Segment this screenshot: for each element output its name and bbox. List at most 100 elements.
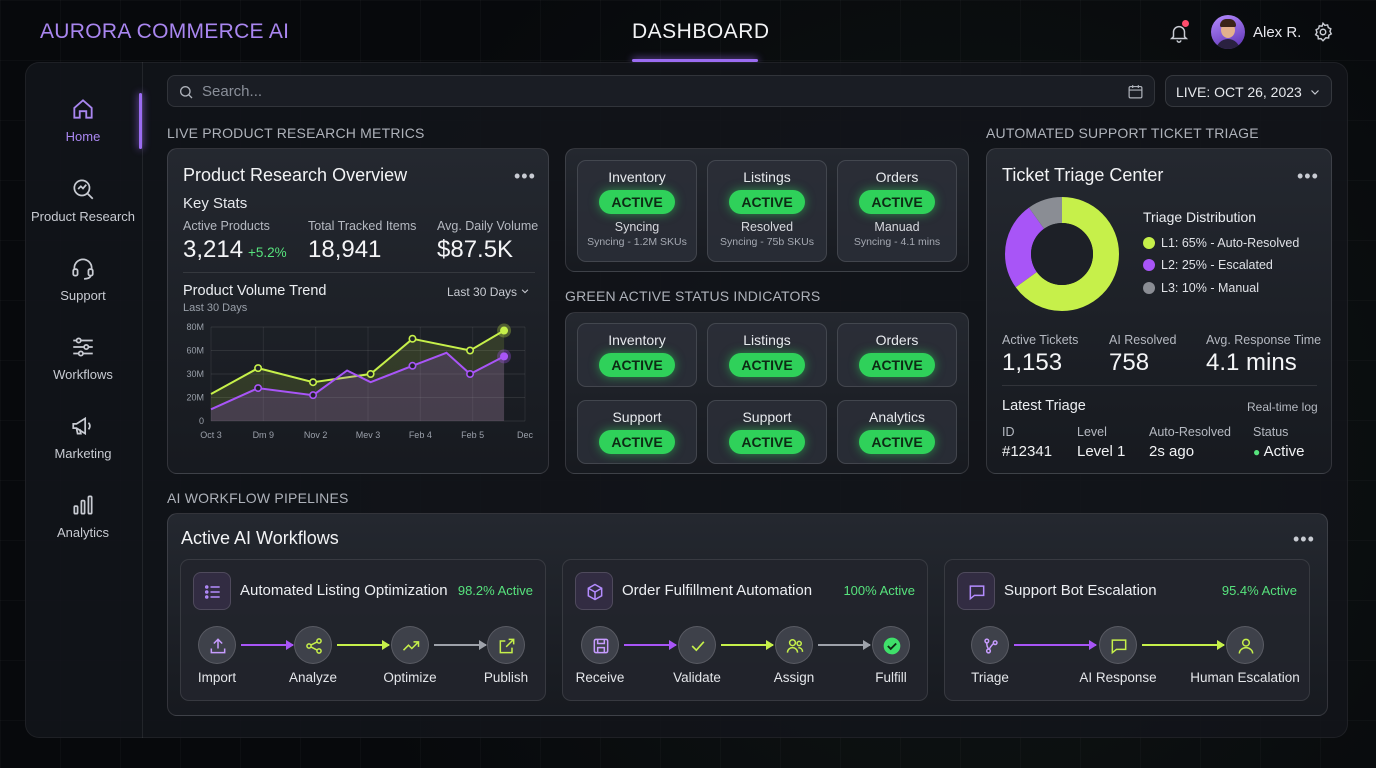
- total-tracked-value: 18,941: [308, 236, 382, 263]
- key-stats-heading: Key Stats: [183, 195, 248, 212]
- step-label: Analyze: [288, 670, 338, 685]
- more-options-icon[interactable]: •••: [1293, 529, 1315, 549]
- y-tick-label: 0: [199, 416, 204, 426]
- status-tile-analytics[interactable]: Analytics ACTIVE: [837, 400, 957, 464]
- workflow-listing-optimization[interactable]: Automated Listing Optimization 98.2% Act…: [180, 559, 546, 701]
- search-input[interactable]: [202, 76, 1102, 106]
- active-products-value: 3,214: [183, 236, 244, 263]
- data-point: [309, 391, 318, 400]
- status-tile-listings[interactable]: Listings ACTIVE: [707, 323, 827, 387]
- status-tile-inventory[interactable]: Inventory ACTIVE: [577, 323, 697, 387]
- save-icon[interactable]: [581, 626, 619, 664]
- y-tick-label: 30M: [186, 369, 204, 379]
- ai-resolved-label: AI Resolved: [1109, 333, 1177, 347]
- bell-icon[interactable]: [1168, 22, 1190, 44]
- range-select[interactable]: Last 30 Days: [447, 285, 530, 299]
- legend-label: L2: 25% - Escalated: [1161, 258, 1273, 272]
- flow-arrow: [1142, 640, 1225, 650]
- top-bar: AURORA COMMERCE AI DASHBOARD Alex R.: [0, 0, 1376, 62]
- sidebar-item-analytics[interactable]: Analytics: [25, 492, 141, 562]
- y-tick-label: 80M: [186, 322, 204, 332]
- sidebar-item-label: Product Research: [30, 209, 136, 224]
- sliders-icon: [73, 337, 93, 357]
- branch-icon[interactable]: [971, 626, 1009, 664]
- avg-response-value: 4.1 mins: [1206, 349, 1297, 376]
- series-line: [210, 351, 505, 411]
- home-icon: [73, 99, 93, 119]
- status-tile-listings[interactable]: Listings ACTIVE Resolved Syncing - 75b S…: [707, 160, 827, 262]
- sidebar-item-marketing[interactable]: Marketing: [25, 413, 141, 483]
- chat-bubble-icon: [957, 572, 995, 610]
- sidebar-item-support[interactable]: Support: [25, 255, 141, 325]
- section-label-support: AUTOMATED SUPPORT TICKET TRIAGE: [986, 125, 1259, 141]
- product-research-card: Product Research Overview ••• Key Stats …: [167, 148, 549, 474]
- tile-detail: Syncing - 4.1 mins: [853, 236, 941, 248]
- workflow-status: 100% Active: [843, 583, 915, 598]
- active-tickets-label: Active Tickets: [1002, 333, 1079, 347]
- card-title: Active AI Workflows: [181, 528, 339, 548]
- sidebar-item-workflows[interactable]: Workflows: [25, 334, 141, 404]
- check-icon[interactable]: [678, 626, 716, 664]
- date-filter-value: LIVE: OCT 26, 2023: [1176, 84, 1302, 100]
- nav-dashboard-tab[interactable]: DASHBOARD: [632, 20, 770, 43]
- triage-distribution-title: Triage Distribution: [1143, 209, 1257, 225]
- flow-arrow: [241, 640, 294, 650]
- data-point: [466, 346, 475, 355]
- status-tile-support[interactable]: Support ACTIVE: [707, 400, 827, 464]
- ticket-id: #12341: [1002, 443, 1053, 460]
- workflow-title: Order Fulfillment Automation: [622, 582, 813, 599]
- user-name[interactable]: Alex R.: [1253, 24, 1302, 41]
- y-tick-label: 20M: [186, 393, 204, 403]
- step-label: Triage: [971, 670, 1009, 685]
- more-options-icon[interactable]: •••: [1297, 166, 1319, 186]
- upload-icon[interactable]: [198, 626, 236, 664]
- chevron-down-icon: [522, 289, 529, 294]
- external-link-icon[interactable]: [487, 626, 525, 664]
- avatar[interactable]: [1211, 15, 1245, 49]
- workflow-title: Automated Listing Optimization: [240, 582, 448, 599]
- sidebar-item-product-research[interactable]: Product Research: [25, 176, 141, 246]
- status-tile-support[interactable]: Support ACTIVE: [577, 400, 697, 464]
- brand-logo[interactable]: AURORA COMMERCE AI: [40, 20, 290, 43]
- trending-up-icon[interactable]: [391, 626, 429, 664]
- step-label: Human Escalation: [1190, 670, 1300, 685]
- share-nodes-icon[interactable]: [294, 626, 332, 664]
- gear-icon[interactable]: [1312, 21, 1334, 43]
- more-options-icon[interactable]: •••: [514, 166, 536, 186]
- step-label: Fulfill: [875, 670, 907, 685]
- users-icon[interactable]: [775, 626, 813, 664]
- status-tile-inventory[interactable]: Inventory ACTIVE Syncing Syncing - 1.2M …: [577, 160, 697, 262]
- tile-detail: Syncing - 75b SKUs: [720, 236, 814, 248]
- auto-resolved-time: 2s ago: [1149, 443, 1195, 460]
- calendar-icon[interactable]: [1127, 83, 1144, 100]
- tile-title: Listings: [743, 169, 791, 185]
- step-label: Optimize: [383, 670, 437, 685]
- step-label: AI Response: [1079, 670, 1157, 685]
- chevron-down-icon: [1311, 90, 1319, 95]
- x-tick-label: Mev 3: [356, 430, 381, 440]
- sidebar-item-home[interactable]: Home: [25, 96, 141, 166]
- status-tile-orders[interactable]: Orders ACTIVE Manuad Syncing - 4.1 mins: [837, 160, 957, 262]
- search-bar: [167, 75, 1155, 107]
- workflow-support-bot-escalation[interactable]: Support Bot Escalation 95.4% Active Tria…: [944, 559, 1310, 701]
- avg-response-label: Avg. Response Time: [1206, 333, 1322, 347]
- status-badge: ACTIVE: [729, 190, 805, 214]
- status-badge: ACTIVE: [599, 430, 675, 454]
- notification-dot: [1182, 20, 1189, 27]
- step-label: Receive: [575, 670, 625, 685]
- user-icon[interactable]: [1226, 626, 1264, 664]
- check-circle-icon[interactable]: [872, 626, 910, 664]
- realtime-log-link[interactable]: Real-time log: [1247, 400, 1318, 414]
- data-point: [309, 378, 318, 387]
- legend-item-l3: L3: 10% - Manual: [1143, 281, 1259, 295]
- series-area: [211, 352, 505, 421]
- status-badge: ACTIVE: [599, 190, 675, 214]
- workflow-order-fulfillment[interactable]: Order Fulfillment Automation 100% Active…: [562, 559, 928, 701]
- x-tick-label: Dec: [517, 430, 534, 440]
- status-tile-orders[interactable]: Orders ACTIVE: [837, 323, 957, 387]
- date-filter-select[interactable]: LIVE: OCT 26, 2023: [1165, 75, 1332, 107]
- status-badge: ACTIVE: [599, 353, 675, 377]
- chat-ai-icon[interactable]: [1099, 626, 1137, 664]
- step-label: Publish: [483, 670, 529, 685]
- card-title: Ticket Triage Center: [1002, 165, 1164, 185]
